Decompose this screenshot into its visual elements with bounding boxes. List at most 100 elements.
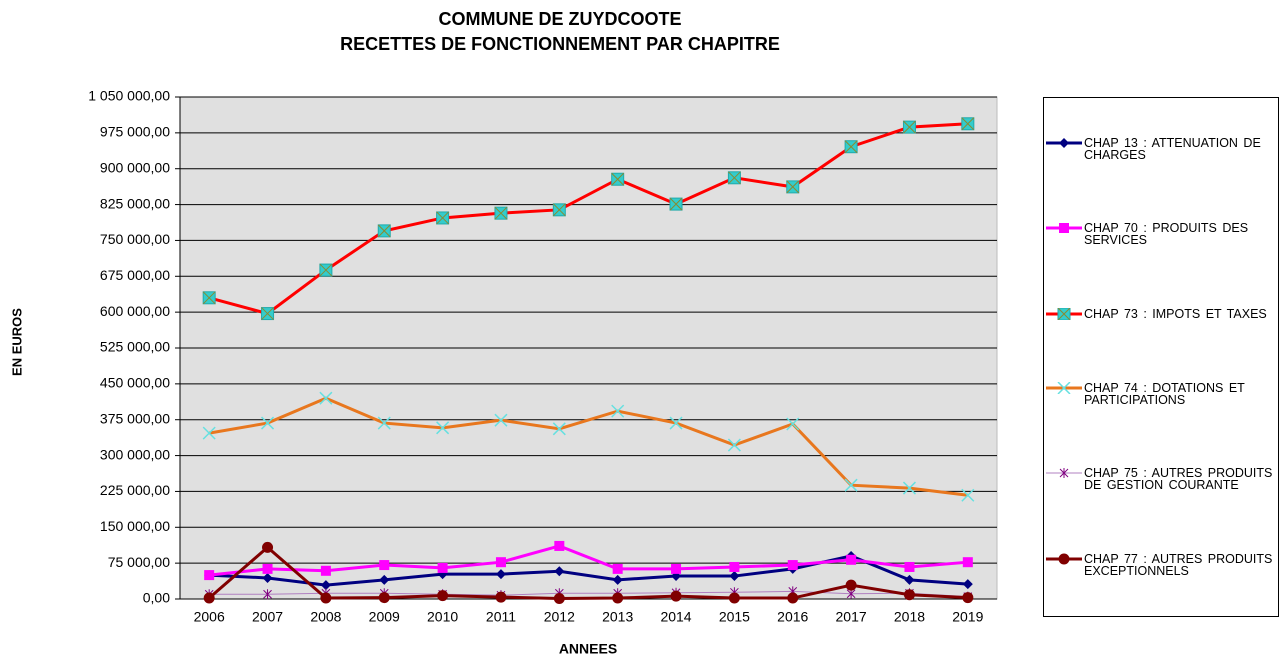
marker (846, 554, 857, 565)
marker (612, 574, 623, 585)
legend: CHAP 13 : ATTENUATION DE CHARGES CHAP 70 … (1043, 97, 1279, 617)
series-line (209, 544, 968, 577)
x-tick-label: 2007 (252, 609, 283, 625)
legend-label: CHAP 73 : IMPOTS ET TAXES (1084, 307, 1267, 322)
marker (377, 416, 391, 430)
chart-title: COMMUNE DE ZUYDCOOTE (439, 9, 682, 29)
marker (786, 180, 800, 194)
marker (437, 590, 449, 602)
marker-cross (961, 117, 975, 131)
series-line (209, 554, 968, 587)
marker (262, 541, 274, 553)
marker-cross (436, 211, 449, 225)
y-tick-label: 450 000,00 (100, 375, 170, 391)
marker (1057, 308, 1071, 321)
marker-cross (728, 171, 741, 185)
y-tick-label: 975 000,00 (100, 124, 170, 140)
marker (554, 566, 565, 577)
series-line (208, 122, 968, 316)
x-tick-label: 2019 (952, 609, 983, 625)
legend-swatch (1046, 223, 1082, 234)
marker (786, 417, 800, 431)
legend-entry: CHAP 77 : AUTRES PRODUITS EXCEPTIONNELS (1044, 553, 1278, 577)
x-tick-label: 2018 (894, 609, 925, 625)
marker-cross (261, 307, 274, 320)
y-tick-label: 675 000,00 (100, 267, 170, 283)
x-tick-label: 2012 (544, 609, 575, 625)
marker (962, 579, 973, 590)
y-tick-label: 225 000,00 (100, 482, 170, 498)
marker (902, 120, 916, 134)
y-tick-label: 900 000,00 (100, 159, 170, 175)
marker (204, 570, 215, 581)
legend-entry: CHAP 70 : PRODUITS DES SERVICES (1044, 222, 1278, 247)
marker-cross (494, 206, 508, 220)
marker (494, 413, 508, 427)
marker-cross (611, 172, 625, 186)
marker (1058, 553, 1070, 565)
marker (844, 140, 858, 154)
marker (728, 592, 740, 604)
series-line (209, 590, 968, 598)
marker (612, 563, 623, 574)
marker (904, 574, 915, 585)
legend-entry: CHAP 74 : DOTATIONS ET PARTICIPATIONS (1044, 382, 1278, 406)
legend-label: CHAP 75 : AUTRES PRODUITS DE GESTION COU… (1084, 466, 1273, 493)
legend-swatch (1046, 308, 1082, 321)
marker-cross (319, 263, 333, 277)
y-tick-label: 300 000,00 (100, 446, 170, 462)
y-tick-label: 750 000,00 (100, 231, 170, 247)
marker (553, 593, 565, 605)
marker (379, 560, 390, 571)
marker (377, 224, 391, 238)
marker (320, 580, 331, 591)
x-tick-label: 2013 (602, 609, 633, 625)
marker-cross (903, 120, 916, 134)
marker (320, 565, 331, 576)
x-tick-label: 2006 (194, 609, 225, 625)
legend-swatch (1046, 553, 1082, 565)
marker (262, 572, 273, 583)
marker (611, 404, 625, 418)
marker (378, 592, 390, 604)
marker-cross (786, 180, 800, 194)
marker (263, 589, 272, 600)
x-tick-label: 2011 (486, 609, 516, 625)
marker (495, 591, 507, 603)
marker (729, 571, 740, 582)
marker (552, 422, 566, 436)
marker (1059, 223, 1069, 234)
marker (844, 478, 858, 492)
y-tick-label: 375 000,00 (100, 410, 170, 426)
marker (1059, 137, 1069, 148)
y-axis-title: EN EUROS (9, 308, 24, 376)
y-tick-label: 600 000,00 (100, 303, 170, 319)
marker (495, 557, 506, 568)
marker (320, 592, 332, 604)
marker (611, 172, 625, 186)
marker (437, 562, 448, 573)
marker-cross (669, 197, 683, 211)
marker (495, 569, 506, 580)
x-tick-label: 2009 (369, 609, 400, 625)
y-tick-label: 0,00 (143, 590, 170, 606)
marker (202, 426, 216, 440)
y-tick-label: 825 000,00 (100, 195, 170, 211)
y-tick-label: 150 000,00 (100, 518, 170, 534)
marker (787, 560, 798, 571)
marker (319, 263, 333, 277)
chart-title: RECETTES DE FONCTIONNEMENT PAR CHAPITRE (340, 34, 780, 54)
legend-swatch (1046, 137, 1082, 148)
marker (727, 171, 741, 185)
marker (261, 416, 275, 430)
legend-entry: CHAP 73 : IMPOTS ET TAXES (1044, 308, 1278, 320)
marker (902, 481, 916, 495)
marker (1059, 468, 1069, 479)
marker (670, 590, 682, 602)
marker (727, 438, 741, 452)
x-tick-label: 2010 (427, 609, 458, 625)
legend-swatch (1046, 381, 1082, 394)
marker (729, 561, 740, 572)
